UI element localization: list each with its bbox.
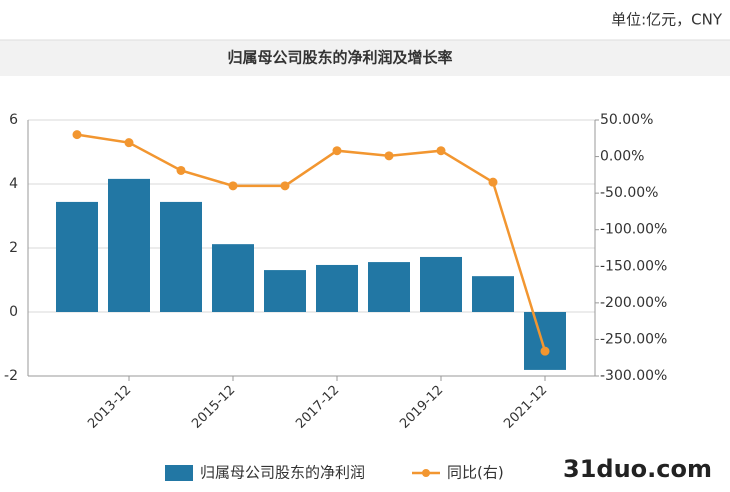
point	[72, 130, 82, 140]
y-tick-label: 6	[9, 112, 18, 128]
point	[488, 177, 498, 187]
y2-tick-label: -150.00%	[600, 258, 667, 274]
bar	[472, 276, 514, 312]
legend-label: 同比(右)	[447, 464, 504, 482]
line	[76, 133, 547, 352]
point	[228, 181, 238, 191]
bar	[212, 244, 254, 312]
point	[436, 146, 446, 156]
bar	[420, 256, 462, 312]
point	[384, 151, 394, 161]
y2-tick-label: -100.00%	[600, 222, 667, 238]
y2-tick-label: -50.00%	[600, 185, 658, 201]
bar	[56, 201, 98, 312]
unit-note: 单位:亿元，CNY	[611, 11, 723, 29]
point	[280, 181, 290, 191]
y2-tick-label: -300.00%	[600, 368, 667, 384]
y2-tick-label: -250.00%	[600, 331, 667, 347]
bar	[368, 262, 410, 312]
y2-tick-label: 0.00%	[600, 149, 644, 165]
x-tick-label: 2013-12	[85, 383, 134, 432]
y-tick-label: -2	[4, 368, 18, 384]
point	[540, 346, 550, 356]
chart-title: 归属母公司股东的净利润及增长率	[227, 49, 452, 67]
x-tick-label: 2015-12	[189, 383, 238, 432]
title-band	[0, 40, 730, 76]
point	[332, 146, 342, 156]
bar	[108, 178, 150, 312]
y2-tick-label: 50.00%	[600, 112, 653, 128]
y-tick-label: 0	[9, 304, 18, 320]
bar	[316, 264, 358, 312]
top-bar	[0, 0, 730, 40]
point	[124, 138, 134, 148]
x-tick-label: 2021-12	[501, 383, 550, 432]
x-tick-label: 2019-12	[397, 383, 446, 432]
bar	[524, 312, 566, 370]
y2-tick-label: -200.00%	[600, 295, 667, 311]
point	[176, 165, 186, 175]
legend-label: 归属母公司股东的净利润	[200, 464, 365, 482]
x-tick-label: 2017-12	[293, 383, 342, 432]
watermark: 31duo.com	[563, 455, 712, 483]
y-tick-label: 2	[9, 240, 18, 256]
legend-swatch	[165, 465, 193, 481]
bar	[264, 270, 306, 312]
bar	[160, 201, 202, 312]
legend-swatch	[422, 469, 430, 477]
y-tick-label: 4	[9, 176, 18, 192]
